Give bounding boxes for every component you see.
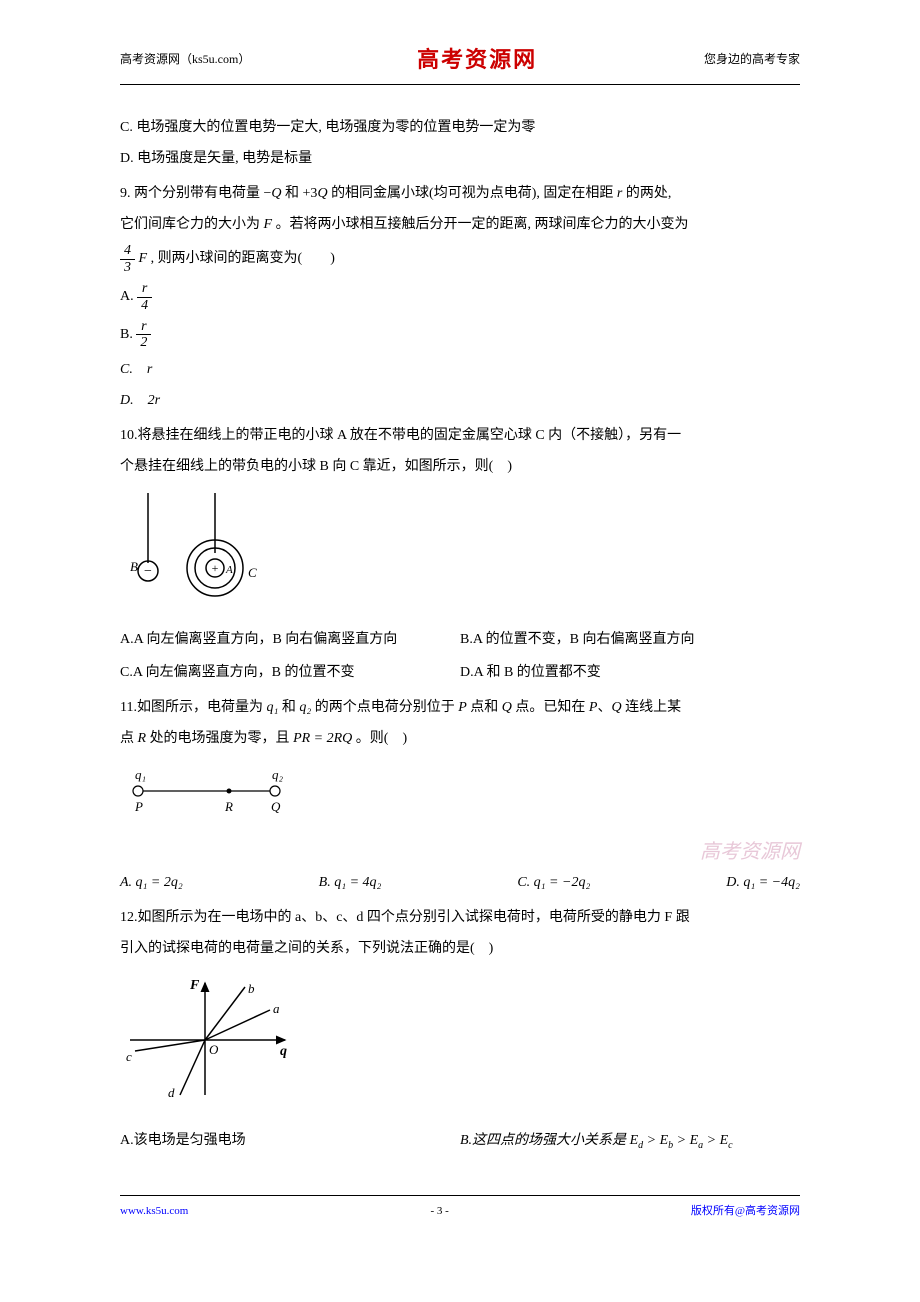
q11-stem-line1: 11.如图所示，电荷量为 q₁ 和 q₂ 的两个点电荷分别位于 P 点和 Q 点… <box>120 695 800 720</box>
q10-option-a: A.A 向左偏离竖直方向，B 向右偏离竖直方向 <box>120 627 460 652</box>
q11-fig-q1: q₁ <box>135 767 146 782</box>
q11-option-c: C. q₁ = −2q₂ <box>517 870 590 895</box>
q9-option-c: C. r <box>120 357 800 382</box>
q12-origin: O <box>209 1042 219 1057</box>
footer-left: www.ks5u.com <box>120 1202 188 1222</box>
q11-fig-q: Q <box>271 799 281 814</box>
q10-option-d: D.A 和 B 的位置都不变 <box>460 660 800 685</box>
q12-options-row1: A.该电场是匀强电场 B.这四点的场强大小关系是 Ed > Eb > Ea > … <box>120 1128 800 1155</box>
watermark: 高考资源网 <box>120 834 800 870</box>
q9-option-a: A. r4 <box>120 281 800 313</box>
q12-stem-line1: 12.如图所示为在一电场中的 a、b、c、d 四个点分别引入试探电荷时，电荷所受… <box>120 905 800 930</box>
q12-stem-line2: 引入的试探电荷的电荷量之间的关系，下列说法正确的是( ) <box>120 936 800 961</box>
page-header: 高考资源网（ks5u.com） 高考资源网 您身边的高考专家 <box>120 40 800 85</box>
q12-figure: F q O b a c d <box>120 975 800 1114</box>
header-left: 高考资源网（ks5u.com） <box>120 49 250 71</box>
q10-label-c: C <box>248 565 257 580</box>
q10-label-b: B <box>130 559 138 574</box>
q9-stem-line3: 43 F , 则两小球间的距离变为( ) <box>120 243 800 275</box>
q10-figure: − B + A C <box>120 493 800 612</box>
q10-stem-line2: 个悬挂在细线上的带负电的小球 B 向 C 靠近，如图所示，则( ) <box>120 454 800 479</box>
q10-options-row1: A.A 向左偏离竖直方向，B 向右偏离竖直方向 B.A 的位置不变，B 向右偏离… <box>120 627 800 652</box>
q8-option-d: D. 电场强度是矢量, 电势是标量 <box>120 146 800 171</box>
q9-stem-line2: 它们间库仑力的大小为 F 。若将两小球相互接触后分开一定的距离, 两球间库仑力的… <box>120 212 800 237</box>
q9-option-b: B. r2 <box>120 319 800 351</box>
q12-line-d: d <box>168 1085 175 1100</box>
q11-option-a: A. q₁ = 2q₂ <box>120 870 183 895</box>
q9-option-d: D. 2r <box>120 388 800 413</box>
q11-options: A. q₁ = 2q₂ B. q₁ = 4q₂ C. q₁ = −2q₂ D. … <box>120 870 800 895</box>
q8-option-c: C. 电场强度大的位置电势一定大, 电场强度为零的位置电势一定为零 <box>120 115 800 140</box>
q9-stem-line1: 9. 两个分别带有电荷量 −Q 和 +3Q 的相同金属小球(均可视为点电荷), … <box>120 181 800 206</box>
q11-stem-line2: 点 R 处的电场强度为零，且 PR = 2RQ 。则( ) <box>120 726 800 751</box>
q11-option-d: D. q₁ = −4q₂ <box>726 870 800 895</box>
q11-fig-p: P <box>134 799 143 814</box>
q11-option-b: B. q₁ = 4q₂ <box>319 870 382 895</box>
q12-axis-f: F <box>189 978 200 993</box>
q12-line-b: b <box>248 981 255 996</box>
q11-fig-r: R <box>224 799 233 814</box>
footer-right: 版权所有@高考资源网 <box>691 1202 800 1222</box>
q10-plus-icon: + <box>212 561 219 575</box>
q10-option-c: C.A 向左偏离竖直方向，B 的位置不变 <box>120 660 460 685</box>
q12-axis-q: q <box>280 1044 287 1059</box>
q12-option-a: A.该电场是匀强电场 <box>120 1128 460 1155</box>
q10-label-a: A <box>225 564 233 576</box>
q10-minus-icon: − <box>144 564 152 579</box>
q9-fraction: 43 <box>120 243 135 275</box>
q12-line-c: c <box>126 1049 132 1064</box>
q12-line-a: a <box>273 1001 280 1016</box>
header-center: 高考资源网 <box>417 40 537 80</box>
content: C. 电场强度大的位置电势一定大, 电场强度为零的位置电势一定为零 D. 电场强… <box>120 115 800 1156</box>
page-footer: www.ks5u.com - 3 - 版权所有@高考资源网 <box>120 1195 800 1222</box>
q11-fig-q2: q₂ <box>272 767 284 782</box>
q11-figure: q₁ q₂ P R Q <box>120 765 800 829</box>
footer-center: - 3 - <box>430 1202 448 1222</box>
q10-options-row2: C.A 向左偏离竖直方向，B 的位置不变 D.A 和 B 的位置都不变 <box>120 660 800 685</box>
header-right: 您身边的高考专家 <box>704 49 800 71</box>
q10-stem-line1: 10.将悬挂在细线上的带正电的小球 A 放在不带电的固定金属空心球 C 内（不接… <box>120 423 800 448</box>
q12-option-b: B.这四点的场强大小关系是 Ed > Eb > Ea > Ec <box>460 1128 800 1155</box>
q10-option-b: B.A 的位置不变，B 向右偏离竖直方向 <box>460 627 800 652</box>
